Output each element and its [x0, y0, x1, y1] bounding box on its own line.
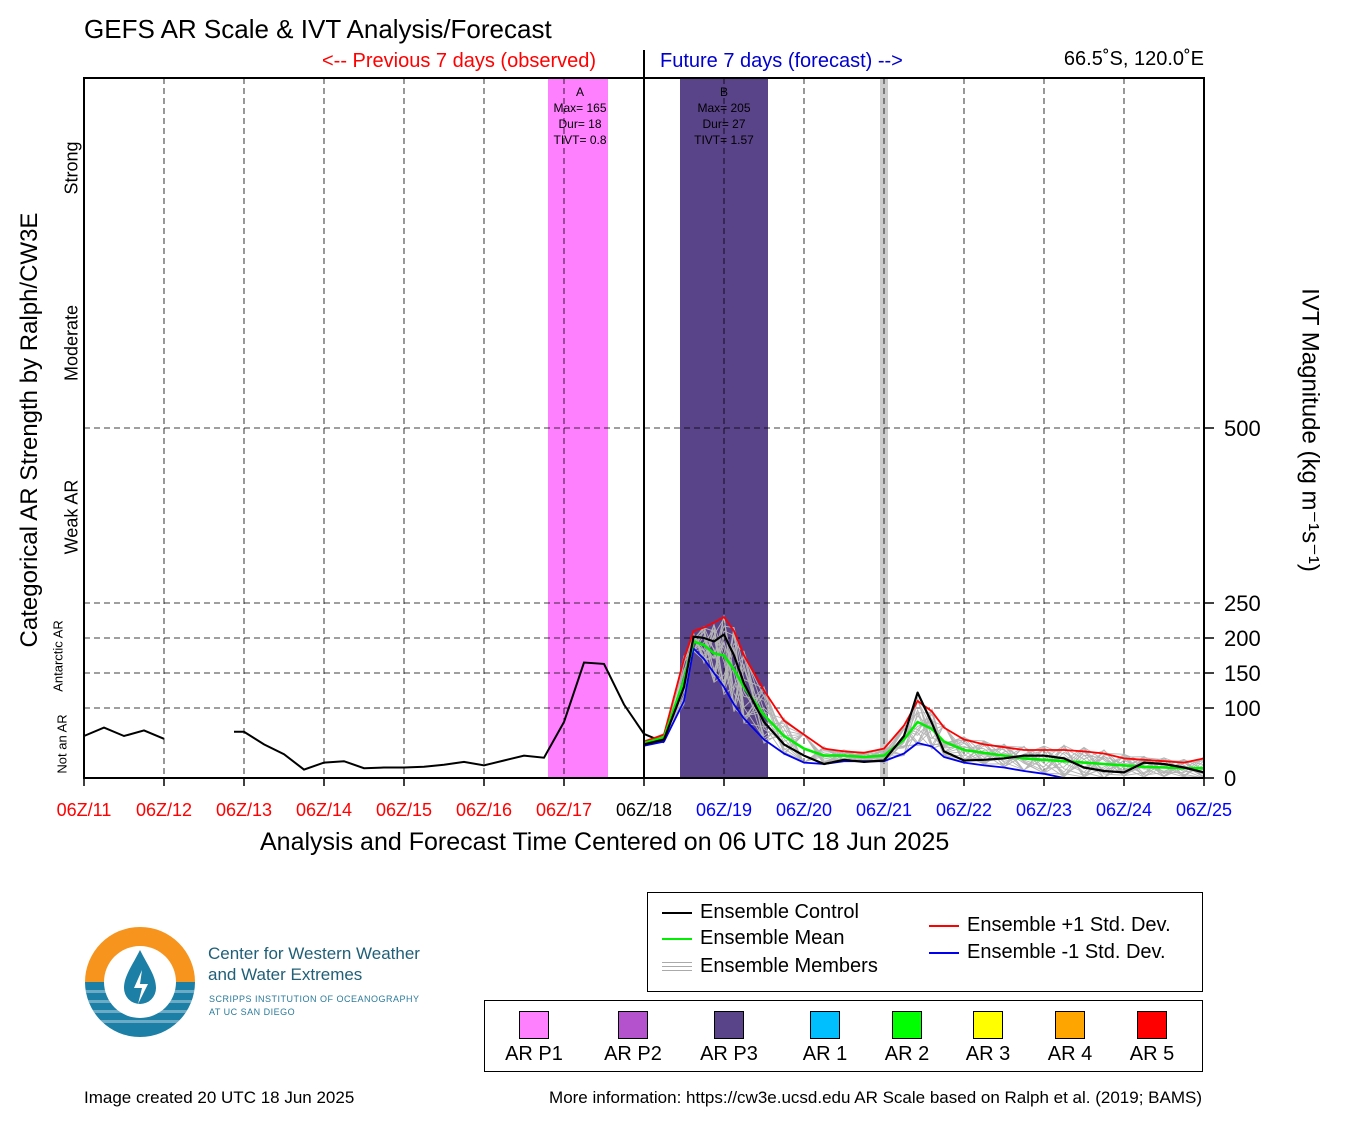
- x-tick-label: 06Z/13: [216, 800, 272, 820]
- legend-item-plus1: Ensemble +1 Std. Dev.: [929, 914, 1171, 937]
- x-tick-label: 06Z/18: [616, 800, 672, 820]
- ar-category-label: AR P1: [505, 1043, 563, 1065]
- x-tick-label: 06Z/24: [1096, 800, 1152, 820]
- logo-text-line2: and Water Extremes: [208, 965, 363, 984]
- ar-category-label: AR 5: [1129, 1043, 1175, 1065]
- right-axis-title: IVT Magnitude (kg m⁻¹s⁻¹): [1296, 288, 1324, 572]
- series-line-mean: [643, 640, 1204, 770]
- category-moderate: Moderate: [61, 304, 82, 382]
- x-tick-label: 06Z/16: [456, 800, 512, 820]
- x-tick-label: 06Z/17: [536, 800, 592, 820]
- chart-title: GEFS AR Scale & IVT Analysis/Forecast: [84, 14, 552, 44]
- legend-label-control: Ensemble Control: [700, 901, 859, 923]
- y-tick-label: 200: [1224, 626, 1261, 651]
- ar-category-item: AR 4: [1030, 1011, 1110, 1066]
- legend-item-members: Ensemble Members: [662, 955, 878, 978]
- legend-swatch-minus1: [929, 951, 959, 954]
- cw3e-logo: [85, 927, 195, 1037]
- ensemble-member-line: [643, 615, 1205, 778]
- y-tick-label: 250: [1224, 591, 1261, 616]
- legend-swatch-control: [662, 911, 692, 914]
- series-line-control: [643, 633, 1205, 774]
- legend-swatch-mean: [662, 937, 692, 940]
- legend-swatch-plus1: [929, 924, 959, 927]
- legend-swatch-members: [662, 959, 692, 974]
- category-weak: Weak AR: [61, 479, 82, 555]
- ar-event-a-text: Dur= 18: [558, 117, 601, 131]
- image-created-label: Image created 20 UTC 18 Jun 2025: [84, 1088, 355, 1107]
- ar-category-label: AR 1: [802, 1043, 848, 1065]
- ar-category-legend: AR P1 AR P2 AR P3 AR 1 AR 2 AR 3 AR 4 AR 5: [484, 1000, 1203, 1072]
- more-info-label: More information: https://cw3e.ucsd.edu …: [549, 1088, 1202, 1107]
- ar-category-item: AR 1: [785, 1011, 865, 1066]
- ar-category-swatch: [1055, 1011, 1085, 1039]
- logo-text-line1: Center for Western Weather: [208, 944, 420, 963]
- legend-label-mean: Ensemble Mean: [700, 927, 845, 949]
- category-not-ar: Not an AR: [54, 714, 70, 774]
- ar-event-a-text: Max= 165: [553, 101, 606, 115]
- ar-event-b-text: Dur= 27: [702, 117, 745, 131]
- category-strong: Strong: [61, 141, 82, 195]
- logo-subtext-line1: SCRIPPS INSTITUTION OF OCEANOGRAPHY: [209, 994, 420, 1004]
- ar-category-item: AR P2: [593, 1011, 673, 1066]
- ar-category-label: AR 3: [965, 1043, 1011, 1065]
- legend-item-control: Ensemble Control: [662, 901, 859, 924]
- line-legend: Ensemble Control Ensemble Mean Ensemble …: [647, 892, 1203, 992]
- x-tick-label: 06Z/21: [856, 800, 912, 820]
- x-tick-label: 06Z/15: [376, 800, 432, 820]
- legend-label-plus1: Ensemble +1 Std. Dev.: [967, 914, 1171, 936]
- x-tick-label: 06Z/12: [136, 800, 192, 820]
- ar-event-a-text: TIVT= 0.8: [553, 133, 606, 147]
- x-axis-label: Analysis and Forecast Time Centered on 0…: [260, 828, 950, 856]
- category-antarctic: Antarctic AR: [50, 620, 66, 692]
- legend-item-minus1: Ensemble -1 Std. Dev.: [929, 941, 1166, 964]
- ar-category-item: AR 5: [1112, 1011, 1192, 1066]
- ar-category-swatch: [714, 1011, 744, 1039]
- ar-event-b-text: B: [720, 85, 728, 99]
- ar-category-swatch: [973, 1011, 1003, 1039]
- ar-category-item: AR P3: [689, 1011, 769, 1066]
- legend-label-members: Ensemble Members: [700, 955, 878, 977]
- x-tick-label: 06Z/22: [936, 800, 992, 820]
- ar-category-item: AR 3: [948, 1011, 1028, 1066]
- ar-event-b-text: Max= 205: [697, 101, 750, 115]
- x-tick-label: 06Z/25: [1176, 800, 1232, 820]
- left-axis-title: Categorical AR Strength by Ralph/CW3E: [16, 212, 43, 648]
- ar-category-label: AR 4: [1047, 1043, 1093, 1065]
- ar-category-swatch: [1137, 1011, 1167, 1039]
- y-tick-label: 500: [1224, 416, 1261, 441]
- observed-line: [234, 661, 665, 771]
- legend-item-mean: Ensemble Mean: [662, 927, 845, 950]
- x-tick-label: 06Z/14: [296, 800, 352, 820]
- ar-event-a-text: A: [576, 85, 584, 99]
- ar-category-label: AR P2: [604, 1043, 662, 1065]
- x-tick-label: 06Z/23: [1016, 800, 1072, 820]
- ar-category-label: AR 2: [884, 1043, 930, 1065]
- y-tick-label: 150: [1224, 661, 1261, 686]
- ar-category-swatch: [519, 1011, 549, 1039]
- ar-category-label: AR P3: [700, 1043, 758, 1065]
- observed-line: [83, 726, 165, 740]
- ar-category-item: AR P1: [494, 1011, 574, 1066]
- logo-subtext-line2: AT UC SAN DIEGO: [209, 1007, 296, 1017]
- previous-days-label: <-- Previous 7 days (observed): [322, 50, 597, 72]
- ivt-chart: A Max= 165 Dur= 18 TIVT= 0.8 B Max= 205 Dur= 2…: [57, 50, 1261, 820]
- legend-label-minus1: Ensemble -1 Std. Dev.: [967, 941, 1166, 963]
- future-days-label: Future 7 days (forecast) -->: [660, 50, 903, 72]
- ar-category-swatch: [618, 1011, 648, 1039]
- location-label: 66.5˚S, 120.0˚E: [1063, 48, 1204, 70]
- x-tick-label: 06Z/19: [696, 800, 752, 820]
- ar-category-item: AR 2: [867, 1011, 947, 1066]
- ensemble-member-line: [643, 629, 1205, 779]
- y-tick-label: 0: [1224, 766, 1236, 791]
- ar-category-swatch: [810, 1011, 840, 1039]
- ar-event-b-text: TIVT= 1.57: [694, 133, 754, 147]
- series-line-plus1: [643, 616, 1205, 764]
- y-tick-label: 100: [1224, 696, 1261, 721]
- ar-category-swatch: [892, 1011, 922, 1039]
- x-tick-label: 06Z/11: [57, 800, 112, 820]
- x-tick-label: 06Z/20: [776, 800, 832, 820]
